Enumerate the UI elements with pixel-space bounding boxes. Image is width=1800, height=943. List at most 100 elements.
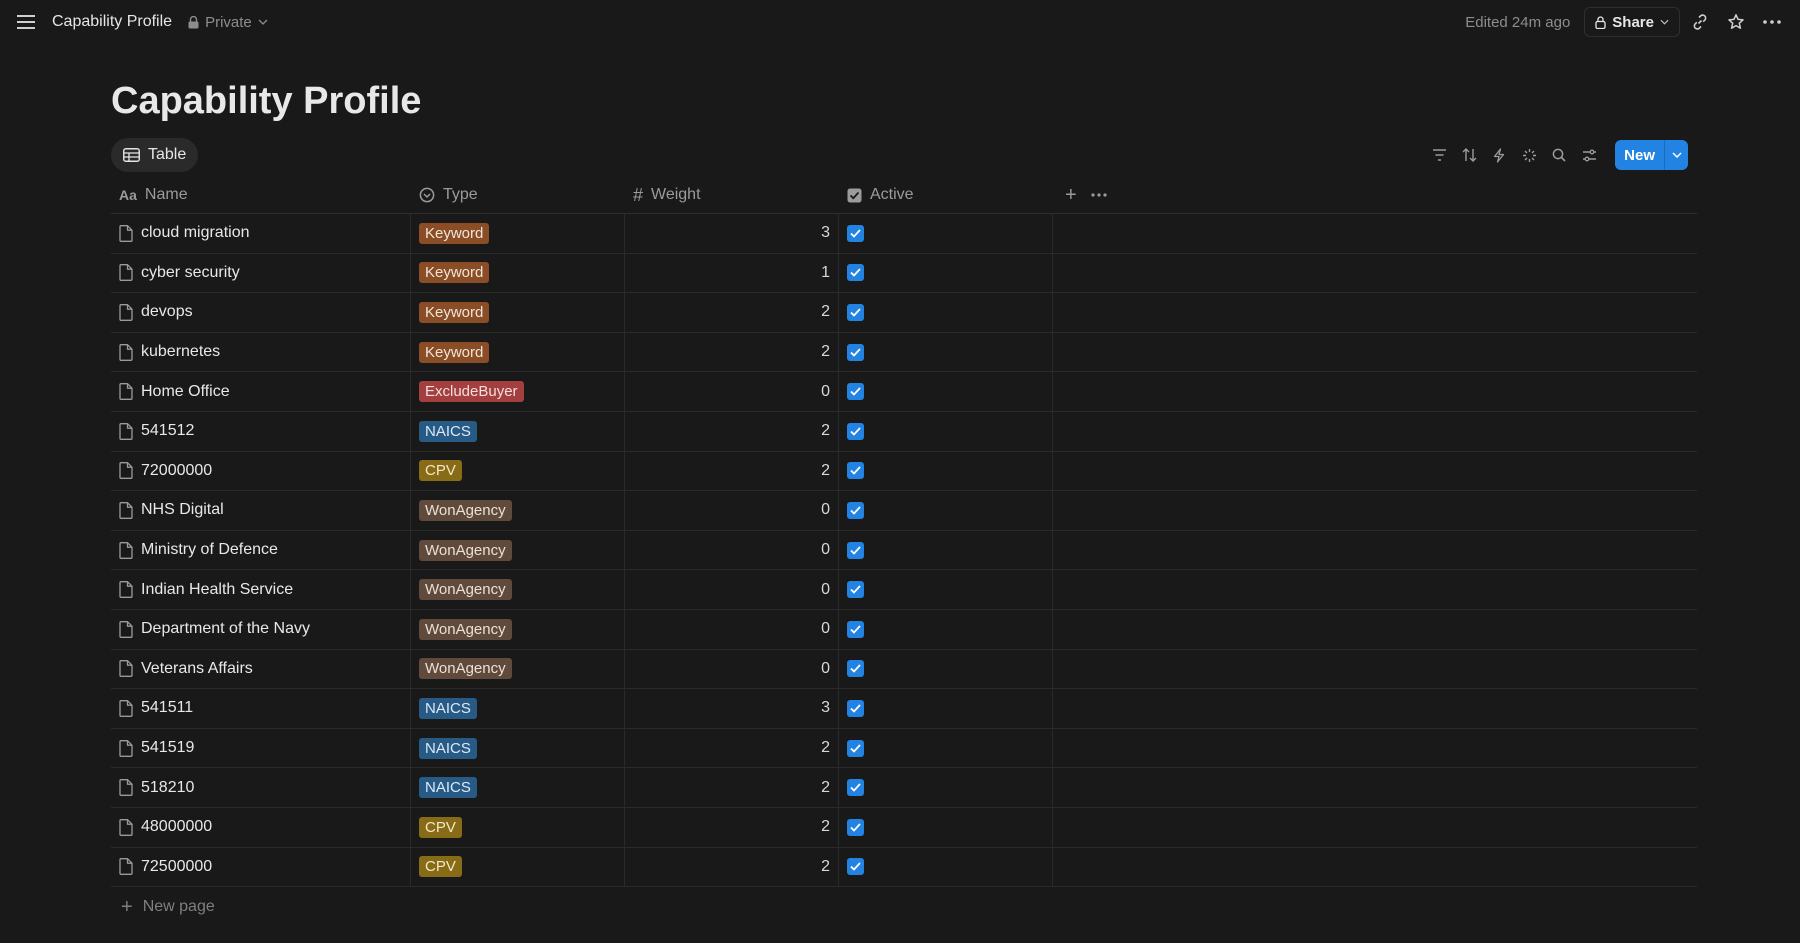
sort-icon[interactable] <box>1457 143 1481 167</box>
table-row[interactable]: Veterans Affairs WonAgency 0 <box>111 649 1697 690</box>
type-cell[interactable]: ExcludeBuyer <box>411 372 625 411</box>
type-cell[interactable]: CPV <box>411 451 625 491</box>
type-cell[interactable]: NAICS <box>411 728 625 768</box>
table-row[interactable]: cyber security Keyword 1 <box>111 253 1697 294</box>
table-row[interactable]: Home Office ExcludeBuyer 0 <box>111 372 1697 412</box>
type-cell[interactable]: NAICS <box>411 768 625 807</box>
name-cell[interactable]: 518210 <box>111 768 411 807</box>
automation-bolt-icon[interactable] <box>1487 143 1511 167</box>
column-header-type[interactable]: Type <box>411 177 625 213</box>
type-cell[interactable]: WonAgency <box>411 609 625 649</box>
table-row[interactable]: 541511 NAICS 3 <box>111 689 1697 729</box>
name-cell[interactable]: Ministry of Defence <box>111 530 411 570</box>
weight-cell[interactable]: 2 <box>625 807 839 847</box>
active-checkbox[interactable] <box>847 581 864 599</box>
more-icon[interactable] <box>1756 6 1788 38</box>
active-checkbox[interactable] <box>847 699 864 717</box>
table-row[interactable]: cloud migration Keyword 3 <box>111 214 1697 254</box>
type-cell[interactable]: Keyword <box>411 253 625 293</box>
type-cell[interactable]: Keyword <box>411 293 625 332</box>
link-icon[interactable] <box>1684 6 1716 38</box>
page-title[interactable]: Capability Profile <box>111 80 422 122</box>
name-cell[interactable]: 541511 <box>111 689 411 728</box>
name-cell[interactable]: cyber security <box>111 253 411 293</box>
name-cell[interactable]: NHS Digital <box>111 491 411 530</box>
table-row[interactable]: 541512 NAICS 2 <box>111 411 1697 452</box>
weight-cell[interactable]: 2 <box>625 768 839 807</box>
table-row[interactable]: Ministry of Defence WonAgency 0 <box>111 530 1697 571</box>
table-row[interactable]: NHS Digital WonAgency 0 <box>111 491 1697 531</box>
active-checkbox[interactable] <box>847 264 864 282</box>
name-cell[interactable]: 48000000 <box>111 807 411 847</box>
breadcrumb-title[interactable]: Capability Profile <box>52 13 173 30</box>
name-cell[interactable]: Home Office <box>111 372 411 411</box>
menu-icon[interactable] <box>12 8 40 36</box>
weight-cell[interactable]: 0 <box>625 530 839 570</box>
name-cell[interactable]: Indian Health Service <box>111 570 411 609</box>
active-checkbox[interactable] <box>847 541 864 559</box>
column-header-weight[interactable]: # Weight <box>625 177 839 213</box>
name-cell[interactable]: kubernetes <box>111 332 411 372</box>
weight-cell[interactable]: 2 <box>625 411 839 451</box>
weight-cell[interactable]: 0 <box>625 649 839 689</box>
column-header-name[interactable]: Aa Name <box>111 177 411 213</box>
settings-sliders-icon[interactable] <box>1577 143 1601 167</box>
name-cell[interactable]: 541519 <box>111 728 411 768</box>
weight-cell[interactable]: 0 <box>625 372 839 411</box>
table-row[interactable]: 72500000 CPV 2 <box>111 847 1697 888</box>
ai-sparkle-icon[interactable] <box>1517 143 1541 167</box>
active-checkbox[interactable] <box>847 501 864 519</box>
active-checkbox[interactable] <box>847 224 864 242</box>
name-cell[interactable]: 72500000 <box>111 847 411 887</box>
more-icon[interactable] <box>1091 193 1107 197</box>
type-cell[interactable]: WonAgency <box>411 530 625 570</box>
new-page-button[interactable]: + New page <box>111 887 1697 927</box>
type-cell[interactable]: NAICS <box>411 411 625 451</box>
type-cell[interactable]: CPV <box>411 847 625 887</box>
active-checkbox[interactable] <box>847 343 864 361</box>
type-cell[interactable]: Keyword <box>411 214 625 253</box>
table-row[interactable]: Department of the Navy WonAgency 0 <box>111 609 1697 650</box>
add-property-icon[interactable]: + <box>1065 183 1077 206</box>
active-checkbox[interactable] <box>847 422 864 440</box>
type-cell[interactable]: WonAgency <box>411 491 625 530</box>
weight-cell[interactable]: 2 <box>625 332 839 372</box>
name-cell[interactable]: 72000000 <box>111 451 411 491</box>
weight-cell[interactable]: 0 <box>625 570 839 609</box>
weight-cell[interactable]: 2 <box>625 293 839 332</box>
filter-icon[interactable] <box>1427 143 1451 167</box>
new-button[interactable]: New <box>1615 140 1688 170</box>
weight-cell[interactable]: 1 <box>625 253 839 293</box>
active-checkbox[interactable] <box>847 660 864 678</box>
table-row[interactable]: 72000000 CPV 2 <box>111 451 1697 492</box>
tab-table-view[interactable]: Table <box>111 138 199 172</box>
active-checkbox[interactable] <box>847 739 864 757</box>
active-checkbox[interactable] <box>847 303 864 321</box>
weight-cell[interactable]: 2 <box>625 451 839 491</box>
type-cell[interactable]: Keyword <box>411 332 625 372</box>
active-checkbox[interactable] <box>847 462 864 480</box>
table-row[interactable]: 48000000 CPV 2 <box>111 807 1697 848</box>
name-cell[interactable]: Veterans Affairs <box>111 649 411 689</box>
share-button[interactable]: Share <box>1584 7 1680 37</box>
active-checkbox[interactable] <box>847 818 864 836</box>
name-cell[interactable]: devops <box>111 293 411 332</box>
weight-cell[interactable]: 0 <box>625 609 839 649</box>
name-cell[interactable]: 541512 <box>111 411 411 451</box>
privacy-dropdown[interactable]: Private <box>188 14 268 31</box>
type-cell[interactable]: WonAgency <box>411 649 625 689</box>
type-cell[interactable]: CPV <box>411 807 625 847</box>
weight-cell[interactable]: 2 <box>625 847 839 887</box>
table-row[interactable]: devops Keyword 2 <box>111 293 1697 333</box>
weight-cell[interactable]: 3 <box>625 689 839 728</box>
weight-cell[interactable]: 3 <box>625 214 839 253</box>
weight-cell[interactable]: 0 <box>625 491 839 530</box>
active-checkbox[interactable] <box>847 858 864 876</box>
type-cell[interactable]: NAICS <box>411 689 625 728</box>
active-checkbox[interactable] <box>847 779 864 797</box>
star-icon[interactable] <box>1720 6 1752 38</box>
table-row[interactable]: Indian Health Service WonAgency 0 <box>111 570 1697 610</box>
table-row[interactable]: 518210 NAICS 2 <box>111 768 1697 808</box>
table-row[interactable]: 541519 NAICS 2 <box>111 728 1697 769</box>
name-cell[interactable]: Department of the Navy <box>111 609 411 649</box>
